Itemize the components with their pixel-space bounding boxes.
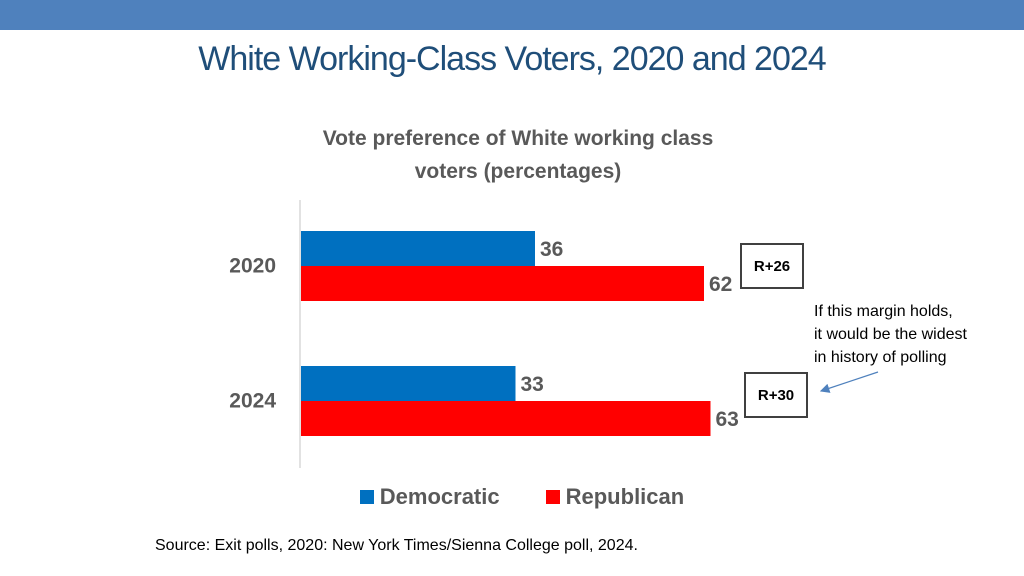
top-accent-bar: [0, 0, 1024, 30]
legend-label-republican: Republican: [565, 484, 685, 509]
slide-title: White Working-Class Voters, 2020 and 202…: [198, 40, 826, 78]
chart-title-line-1: Vote preference of White working class: [322, 127, 714, 150]
margin-label-2020: R+26: [753, 257, 791, 275]
note-line-2: it would be the widest: [814, 326, 967, 343]
category-label-2020: 2020: [229, 255, 276, 278]
note-arrow: [819, 371, 879, 393]
legend-swatch-republican: [545, 490, 560, 504]
bar-republican-2020: [301, 266, 704, 301]
legend: Democratic Republican: [0, 484, 1024, 510]
bar-democratic-2020: [301, 231, 535, 266]
legend-item-republican: Republican: [545, 484, 685, 510]
margin-box-2020: R+26: [740, 243, 804, 289]
bar-democratic-2024: [301, 366, 516, 401]
data-label-republican-2024: 63: [716, 408, 739, 431]
note-line-3: in history of polling: [814, 349, 947, 366]
source-note: Source: Exit polls, 2020: New York Times…: [155, 537, 638, 554]
margin-label-2024: R+30: [757, 386, 795, 404]
bar-republican-2024: [301, 401, 711, 436]
category-label-2024: 2024: [229, 390, 276, 413]
chart-title-line-2: voters (percentages): [414, 160, 622, 183]
data-label-republican-2020: 62: [709, 273, 732, 296]
legend-item-democratic: Democratic: [359, 484, 500, 510]
data-label-democratic-2020: 36: [540, 238, 563, 261]
data-label-democratic-2024: 33: [521, 373, 544, 396]
margin-box-2024: R+30: [744, 372, 808, 418]
margin-note: If this margin holds, it would be the wi…: [814, 300, 1014, 369]
note-line-1: If this margin holds,: [814, 303, 953, 320]
legend-label-democratic: Democratic: [379, 484, 500, 509]
legend-swatch-democratic: [359, 490, 374, 504]
chart-title: Vote preference of White working class v…: [268, 122, 768, 188]
